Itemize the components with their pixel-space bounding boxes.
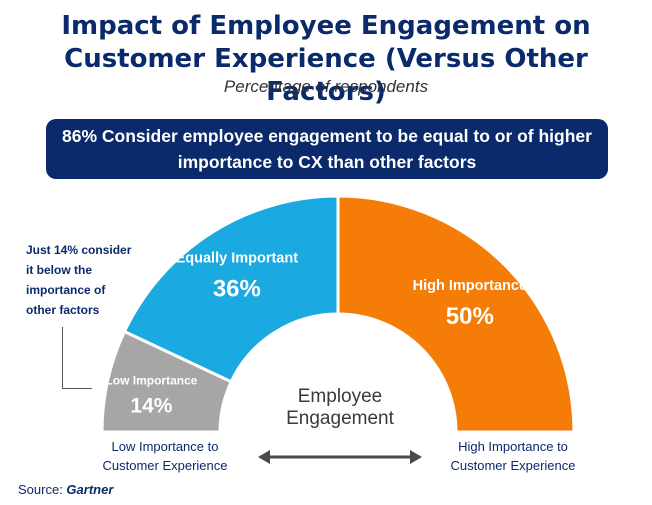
slice-value-high-importance: 50%: [446, 303, 494, 330]
axis-high-line-2: Customer Experience: [450, 458, 576, 473]
title-line-2: Customer Experience (Versus Other Factor…: [64, 44, 588, 107]
chart-title: Impact of Employee Engagement on Custome…: [0, 10, 652, 109]
slice-label-equally-important: Equally Important: [176, 251, 299, 267]
banner-line-2: importance to CX than other factors: [177, 152, 477, 172]
axis-low-line-1: Low Importance to: [111, 439, 219, 454]
note-line-4: other factors: [26, 303, 100, 317]
slice-value-low-importance: 14%: [130, 394, 172, 417]
axis-high-line-1: High Importance to: [458, 439, 568, 454]
slice-label-low-importance: Low Importance: [105, 373, 197, 387]
slice-label-high-importance: High Importance: [413, 278, 527, 294]
slice-equally-important: [122, 194, 340, 384]
note-line-2: it below the: [26, 263, 92, 277]
chart-subtitle: Percentage of respondents: [223, 77, 429, 96]
slice-value-equally-important: 36%: [213, 276, 261, 303]
source-note: Source: Gartner: [18, 482, 113, 497]
summary-banner: 86% Consider employee engagement to be e…: [46, 119, 608, 179]
note-line-1: Just 14% consider: [26, 243, 132, 257]
double-arrow-icon: [258, 450, 422, 464]
callout-connector-vertical: [62, 327, 63, 389]
source-prefix: Source:: [18, 482, 67, 497]
center-label-line-2: Engagement: [286, 408, 394, 429]
axis-label-high: High Importance to Customer Experience: [428, 437, 598, 475]
callout-note: Just 14% consider it below the importanc…: [26, 240, 146, 320]
title-line-1: Impact of Employee Engagement on: [61, 11, 591, 41]
callout-connector-horizontal: [62, 388, 92, 389]
chart-slices: [100, 194, 576, 434]
source-name: Gartner: [66, 482, 114, 497]
center-label-line-1: Employee: [298, 386, 383, 407]
axis-low-line-2: Customer Experience: [102, 458, 228, 473]
banner-line-1: 86% Consider employee engagement to be e…: [62, 126, 592, 146]
axis-label-low: Low Importance to Customer Experience: [80, 437, 250, 475]
slice-high-importance: [336, 194, 576, 434]
chart-labels: Low Importance 14% Equally Important 36% Hig…: [105, 251, 527, 418]
note-line-3: importance of: [26, 283, 106, 297]
